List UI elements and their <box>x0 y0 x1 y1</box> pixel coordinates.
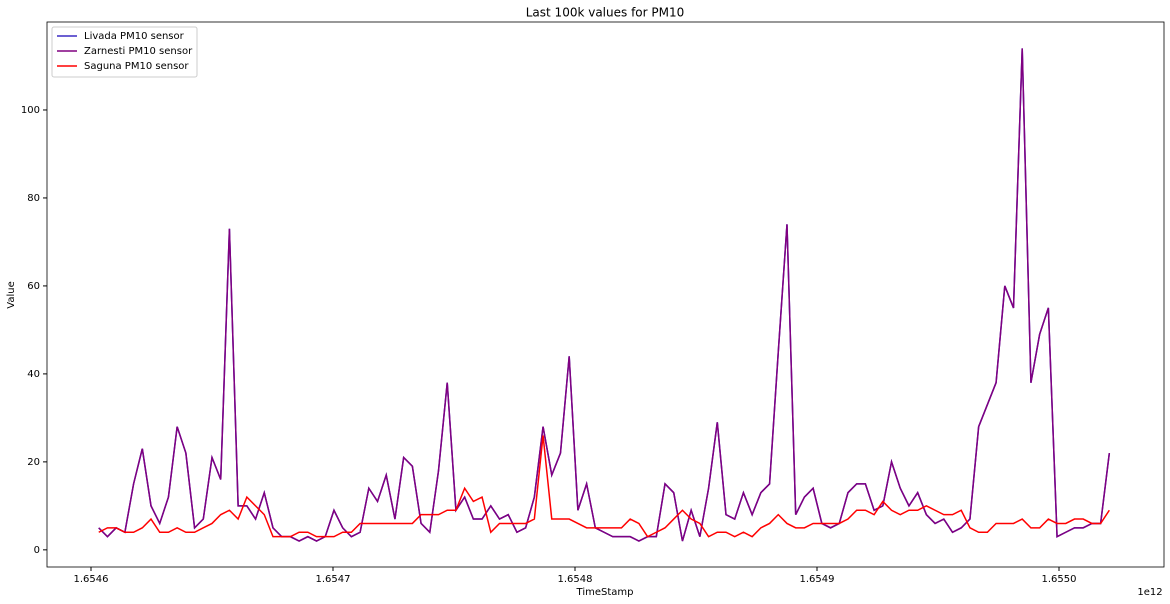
chart-title: Last 100k values for PM10 <box>526 6 685 20</box>
legend-label: Zarnesti PM10 sensor <box>84 46 193 57</box>
x-tick-label: 1.6547 <box>315 574 350 585</box>
legend-box <box>51 26 198 78</box>
y-tick-label: 80 <box>27 193 40 204</box>
series-line <box>98 435 1110 538</box>
series-line <box>98 48 1111 542</box>
y-axis-label: Value <box>6 281 17 308</box>
plot-frame <box>46 21 1165 568</box>
x-offset-label: 1e12 <box>1137 587 1162 598</box>
x-axis-label: TimeStamp <box>576 587 634 598</box>
x-tick-label: 1.6548 <box>557 574 592 585</box>
x-tick-label: 1.6546 <box>73 574 108 585</box>
x-tick-label: 1.6550 <box>1041 574 1076 585</box>
x-tick-label: 1.6549 <box>799 574 834 585</box>
y-tick-label: 100 <box>21 105 40 116</box>
y-tick-label: 0 <box>34 545 40 556</box>
y-tick-label: 40 <box>27 369 40 380</box>
y-tick-label: 20 <box>27 457 40 468</box>
y-tick-label: 60 <box>27 281 40 292</box>
legend-label: Saguna PM10 sensor <box>84 61 189 72</box>
legend-label: Livada PM10 sensor <box>84 31 185 42</box>
series-line <box>98 48 1111 542</box>
